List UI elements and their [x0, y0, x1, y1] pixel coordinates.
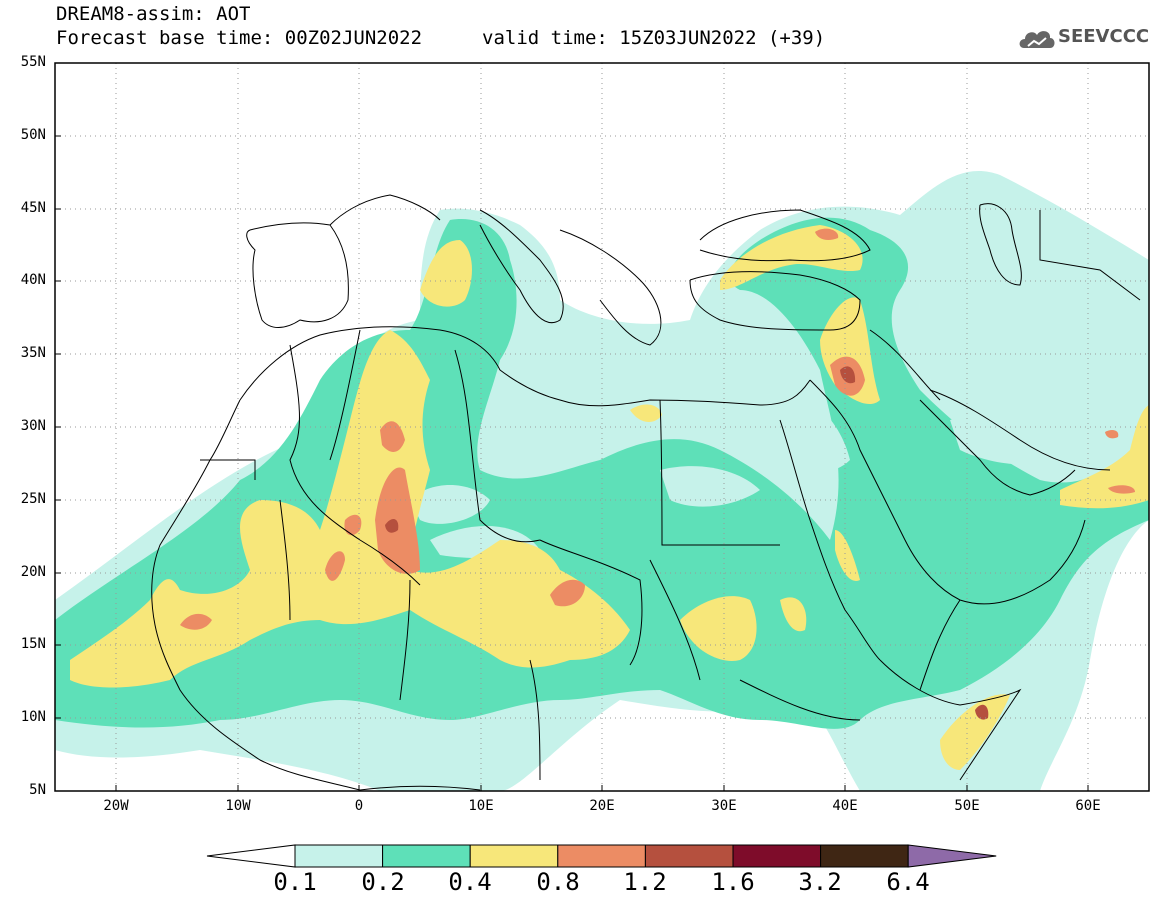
colorbar-label: 0.8 — [536, 868, 580, 896]
lat-label: 15N — [20, 636, 46, 652]
colorbar-label: 0.2 — [361, 868, 405, 896]
lat-label: 5N — [29, 782, 46, 798]
colorbar-label: 1.2 — [623, 868, 667, 896]
colorbar-label: 1.6 — [711, 868, 755, 896]
lat-label: 25N — [20, 491, 46, 507]
lat-label: 35N — [20, 345, 46, 361]
logo-text: SEEVCCC — [1058, 26, 1150, 47]
lon-label: 10W — [225, 798, 251, 814]
lat-label: 45N — [20, 200, 46, 216]
lat-label: 10N — [20, 709, 46, 725]
lat-label: 20N — [20, 564, 46, 580]
colorbar-label: 6.4 — [886, 868, 930, 896]
lat-label: 55N — [20, 54, 46, 70]
cloud-logo-icon — [1019, 31, 1055, 48]
valid-time: valid time: 15Z03JUN2022 (+39) — [482, 27, 826, 49]
lon-label: 10E — [468, 798, 494, 814]
lat-label: 30N — [20, 418, 46, 434]
coastlines — [151, 194, 1141, 791]
lat-label: 50N — [20, 127, 46, 143]
forecast-base-time: Forecast base time: 00Z02JUN2022 — [56, 27, 423, 49]
lon-label: 20E — [589, 798, 615, 814]
lat-label: 40N — [20, 272, 46, 288]
lon-label: 50E — [954, 798, 980, 814]
colorbar-label: 3.2 — [798, 868, 842, 896]
lon-label: 40E — [832, 798, 858, 814]
lon-label: 30E — [711, 798, 737, 814]
colorbar-label: 0.4 — [448, 868, 492, 896]
lon-label: 0 — [354, 798, 364, 814]
colorbar-label: 0.1 — [273, 868, 317, 896]
lon-label: 20W — [103, 798, 129, 814]
map-title: DREAM8-assim: AOT — [56, 3, 251, 25]
lon-label: 60E — [1075, 798, 1101, 814]
